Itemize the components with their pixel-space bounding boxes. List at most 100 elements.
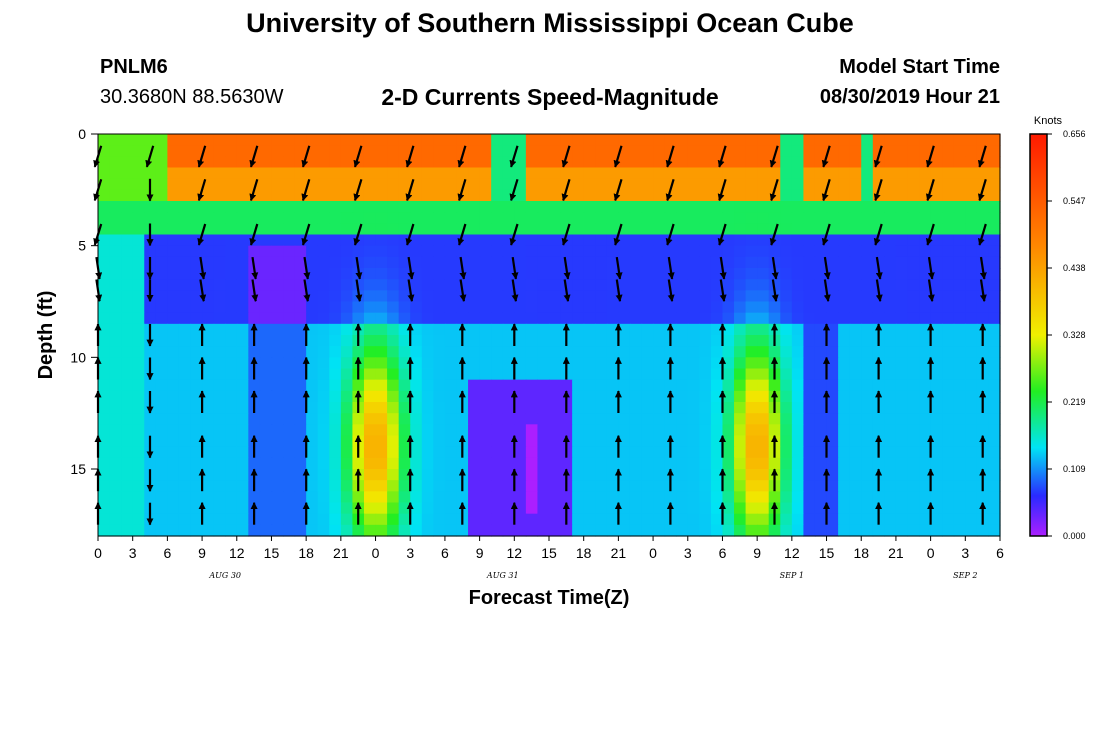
heatmap-cell bbox=[653, 524, 666, 537]
heatmap-cell bbox=[294, 312, 307, 325]
heatmap-cell bbox=[236, 357, 249, 370]
heatmap-cell bbox=[965, 413, 978, 425]
heatmap-cell bbox=[202, 167, 215, 180]
heatmap-cell bbox=[98, 346, 111, 358]
heatmap-cell bbox=[895, 167, 909, 180]
heatmap-cell bbox=[491, 312, 504, 325]
heatmap-cell bbox=[225, 435, 238, 448]
heatmap-cell bbox=[144, 312, 157, 325]
heatmap-cell bbox=[283, 156, 296, 169]
heatmap-cell bbox=[213, 178, 226, 191]
heatmap-cell bbox=[872, 223, 885, 236]
heatmap-cell bbox=[734, 323, 747, 336]
heatmap-cell bbox=[595, 379, 608, 392]
heatmap-cell bbox=[838, 290, 851, 303]
heatmap-cell bbox=[98, 469, 111, 481]
heatmap-cell bbox=[109, 268, 122, 280]
heatmap-cell bbox=[352, 457, 365, 470]
heatmap-cell bbox=[178, 446, 192, 459]
heatmap-cell bbox=[479, 513, 492, 526]
heatmap-cell bbox=[988, 312, 1001, 325]
heatmap-cell bbox=[942, 435, 955, 448]
heatmap-cell bbox=[363, 189, 377, 202]
heatmap-cell bbox=[965, 234, 978, 247]
heatmap-cell bbox=[132, 413, 145, 425]
heatmap-cell bbox=[895, 346, 909, 358]
heatmap-cell bbox=[549, 145, 562, 157]
heatmap-cell bbox=[213, 245, 226, 258]
heatmap-cell bbox=[768, 167, 781, 180]
heatmap-cell bbox=[549, 268, 562, 280]
heatmap-cell bbox=[884, 323, 897, 336]
heatmap-cell bbox=[444, 469, 458, 481]
current-vector bbox=[407, 279, 415, 302]
heatmap-cell bbox=[710, 502, 724, 515]
current-vector bbox=[251, 256, 259, 280]
heatmap-cell bbox=[814, 480, 828, 492]
heatmap-cell bbox=[572, 223, 585, 236]
heatmap-cell bbox=[780, 145, 793, 157]
heatmap-cell bbox=[895, 134, 909, 146]
heatmap-cell bbox=[155, 469, 168, 481]
heatmap-cell bbox=[687, 446, 700, 459]
heatmap-cell bbox=[363, 446, 377, 459]
heatmap-cell bbox=[456, 212, 469, 224]
current-vector bbox=[353, 223, 363, 246]
heatmap-cell bbox=[155, 491, 168, 504]
heatmap-cell bbox=[814, 379, 828, 392]
heatmap-cell bbox=[653, 268, 666, 280]
heatmap-cell bbox=[884, 201, 897, 213]
heatmap-cell bbox=[606, 513, 619, 526]
heatmap-cell bbox=[595, 234, 608, 247]
heatmap-cell bbox=[514, 178, 527, 191]
current-vector bbox=[925, 223, 935, 246]
heatmap-cell bbox=[155, 256, 168, 269]
heatmap-cell bbox=[549, 491, 562, 504]
heatmap-cell bbox=[537, 178, 550, 191]
heatmap-cell bbox=[653, 256, 666, 269]
heatmap-cell bbox=[919, 234, 932, 247]
heatmap-cell bbox=[861, 402, 874, 414]
heatmap-cell bbox=[734, 469, 747, 481]
heatmap-cell bbox=[549, 279, 562, 291]
heatmap-cell bbox=[225, 301, 238, 314]
heatmap-cell bbox=[109, 279, 122, 291]
heatmap-cell bbox=[294, 502, 307, 515]
heatmap-cell bbox=[861, 368, 874, 381]
station-id: PNLM6 bbox=[100, 56, 168, 78]
heatmap-cell bbox=[283, 290, 296, 303]
heatmap-cell bbox=[190, 223, 203, 236]
heatmap-cell bbox=[953, 256, 966, 269]
heatmap-cell bbox=[849, 189, 862, 202]
heatmap-cell bbox=[814, 167, 828, 180]
heatmap-cell bbox=[317, 268, 330, 280]
heatmap-cell bbox=[618, 234, 631, 247]
heatmap-cell bbox=[907, 234, 920, 247]
heatmap-cell bbox=[676, 201, 689, 213]
heatmap-cell bbox=[907, 346, 920, 358]
heatmap-cell bbox=[826, 379, 839, 392]
heatmap-cell bbox=[306, 357, 319, 370]
heatmap-cell bbox=[641, 469, 654, 481]
heatmap-cell bbox=[167, 167, 180, 180]
heatmap-cell bbox=[861, 323, 874, 336]
heatmap-cell bbox=[745, 268, 758, 280]
heatmap-cell bbox=[814, 234, 828, 247]
heatmap-cell bbox=[895, 234, 909, 247]
heatmap-cell bbox=[444, 480, 458, 492]
heatmap-cell bbox=[468, 245, 481, 258]
heatmap-cell bbox=[687, 301, 700, 314]
heatmap-cell bbox=[676, 469, 689, 481]
heatmap-cell bbox=[722, 156, 735, 169]
heatmap-cell bbox=[109, 335, 122, 347]
heatmap-cell bbox=[398, 480, 411, 492]
heatmap-cell bbox=[121, 502, 134, 515]
heatmap-cell bbox=[98, 212, 111, 224]
heatmap-cell bbox=[491, 290, 504, 303]
heatmap-cell bbox=[491, 189, 504, 202]
heatmap-cell bbox=[595, 424, 608, 437]
heatmap-cell bbox=[884, 156, 897, 169]
heatmap-cell bbox=[178, 502, 192, 515]
heatmap-cell bbox=[988, 413, 1001, 425]
heatmap-cell bbox=[653, 234, 666, 247]
